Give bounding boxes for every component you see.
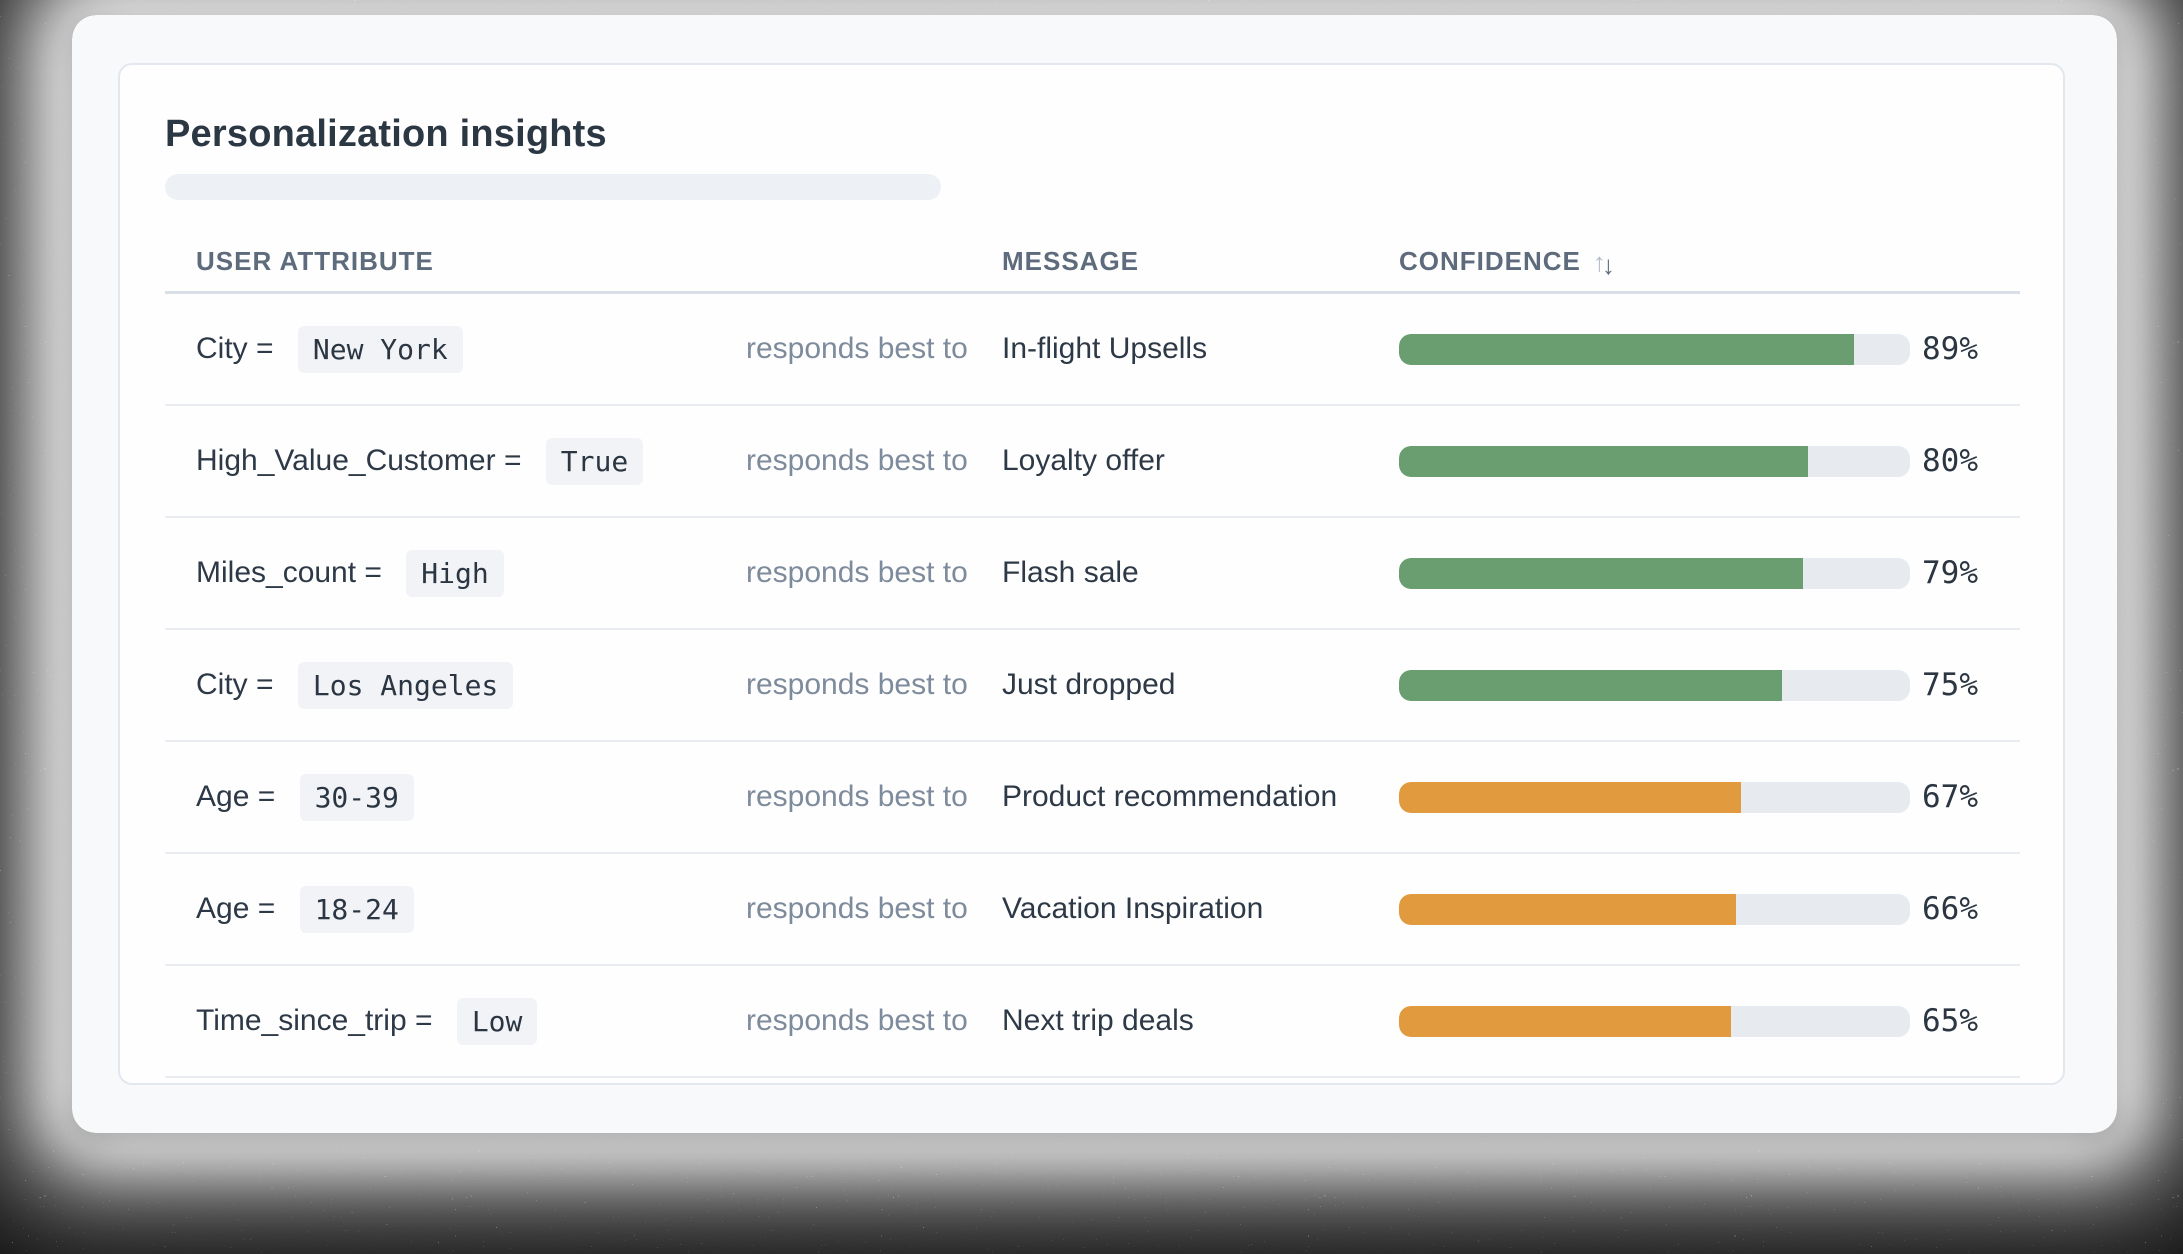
confidence-bar-track — [1399, 333, 1910, 365]
user-attribute-cell: Miles_count = High — [165, 549, 746, 597]
confidence-value: 75% — [1922, 667, 1978, 703]
attribute-value-chip: Los Angeles — [297, 661, 514, 709]
table-row: Time_since_trip = Low responds best to N… — [165, 966, 2020, 1078]
attribute-label: High_Value_Customer = — [196, 444, 530, 477]
attribute-value-chip: New York — [297, 325, 463, 373]
confidence-bar-cell — [1399, 893, 1910, 925]
app-window: Personalization insights USER ATTRIBUTE … — [72, 15, 2117, 1133]
connector-text: responds best to — [746, 556, 968, 589]
confidence-value: 80% — [1922, 443, 1978, 479]
confidence-bar-fill — [1399, 557, 1803, 589]
connector-text: responds best to — [746, 780, 968, 813]
message-cell: Loyalty offer — [1002, 444, 1165, 477]
confidence-bar-track — [1399, 557, 1910, 589]
confidence-bar-fill — [1399, 1005, 1732, 1037]
insights-card: Personalization insights USER ATTRIBUTE … — [118, 63, 2065, 1085]
sort-desc-icon: ↓ — [1601, 249, 1615, 280]
connector-text: responds best to — [746, 332, 968, 365]
confidence-bar-fill — [1399, 781, 1742, 813]
table-header: USER ATTRIBUTE MESSAGE CONFIDENCE ↑↓ — [165, 200, 2020, 294]
message-cell: Next trip deals — [1002, 1004, 1194, 1037]
table-row: Miles_count = High responds best to Flas… — [165, 518, 2020, 630]
user-attribute-cell: Age = 30-39 — [165, 773, 746, 821]
confidence-bar-cell — [1399, 333, 1910, 365]
user-attribute-cell: Time_since_trip = Low — [165, 997, 746, 1045]
sort-asc-icon: ↑ — [1592, 246, 1606, 277]
attribute-value-chip: True — [545, 437, 644, 485]
confidence-value: 79% — [1922, 555, 1978, 591]
attribute-value-chip: Low — [456, 997, 538, 1045]
user-attribute-cell: Age = 18-24 — [165, 885, 746, 933]
message-cell: Flash sale — [1002, 556, 1139, 589]
header-confidence-label: CONFIDENCE — [1399, 246, 1581, 276]
page-title: Personalization insights — [165, 113, 607, 155]
message-cell: Vacation Inspiration — [1002, 892, 1264, 925]
header-message: MESSAGE — [1002, 246, 1140, 276]
sort-arrows-icon[interactable]: ↑↓ — [1592, 246, 1615, 278]
message-cell: Product recommendation — [1002, 780, 1338, 813]
confidence-bar-cell — [1399, 557, 1910, 589]
confidence-bar-cell — [1399, 1005, 1910, 1037]
user-attribute-cell: High_Value_Customer = True — [165, 437, 746, 485]
confidence-bar-fill — [1399, 333, 1854, 365]
subtitle-placeholder — [165, 174, 941, 200]
confidence-bar-fill — [1399, 445, 1808, 477]
attribute-label: Age = — [196, 780, 284, 813]
confidence-value: 67% — [1922, 779, 1978, 815]
table-row: City = Los Angeles responds best to Just… — [165, 630, 2020, 742]
connector-text: responds best to — [746, 892, 968, 925]
confidence-value: 65% — [1922, 1003, 1978, 1039]
table-row: High_Value_Customer = True responds best… — [165, 406, 2020, 518]
attribute-label: Time_since_trip = — [196, 1004, 441, 1037]
confidence-bar-cell — [1399, 781, 1910, 813]
attribute-value-chip: 30-39 — [299, 773, 414, 821]
message-cell: Just dropped — [1002, 668, 1176, 701]
confidence-bar-fill — [1399, 893, 1737, 925]
connector-text: responds best to — [746, 668, 968, 701]
table-body: City = New York responds best to In-flig… — [165, 294, 2020, 1078]
confidence-value: 66% — [1922, 891, 1978, 927]
confidence-bar-track — [1399, 669, 1910, 701]
message-cell: In-flight Upsells — [1002, 332, 1208, 365]
connector-text: responds best to — [746, 444, 968, 477]
attribute-value-chip: 18-24 — [299, 885, 414, 933]
connector-text: responds best to — [746, 1004, 968, 1037]
confidence-bar-track — [1399, 893, 1910, 925]
user-attribute-cell: City = Los Angeles — [165, 661, 746, 709]
attribute-label: City = — [196, 668, 282, 701]
attribute-label: City = — [196, 332, 282, 365]
attribute-label: Miles_count = — [196, 556, 391, 589]
table-row: Age = 18-24 responds best to Vacation In… — [165, 854, 2020, 966]
confidence-bar-track — [1399, 1005, 1910, 1037]
confidence-bar-fill — [1399, 669, 1783, 701]
user-attribute-cell: City = New York — [165, 325, 746, 373]
table-row: City = New York responds best to In-flig… — [165, 294, 2020, 406]
attribute-label: Age = — [196, 892, 284, 925]
confidence-bar-cell — [1399, 445, 1910, 477]
confidence-bar-track — [1399, 781, 1910, 813]
attribute-value-chip: High — [406, 549, 504, 597]
confidence-value: 89% — [1922, 331, 1978, 367]
header-user-attribute: USER ATTRIBUTE — [196, 246, 434, 276]
confidence-bar-track — [1399, 445, 1910, 477]
confidence-bar-cell — [1399, 669, 1910, 701]
header-confidence[interactable]: CONFIDENCE ↑↓ — [1399, 246, 1910, 278]
table-row: Age = 30-39 responds best to Product rec… — [165, 742, 2020, 854]
